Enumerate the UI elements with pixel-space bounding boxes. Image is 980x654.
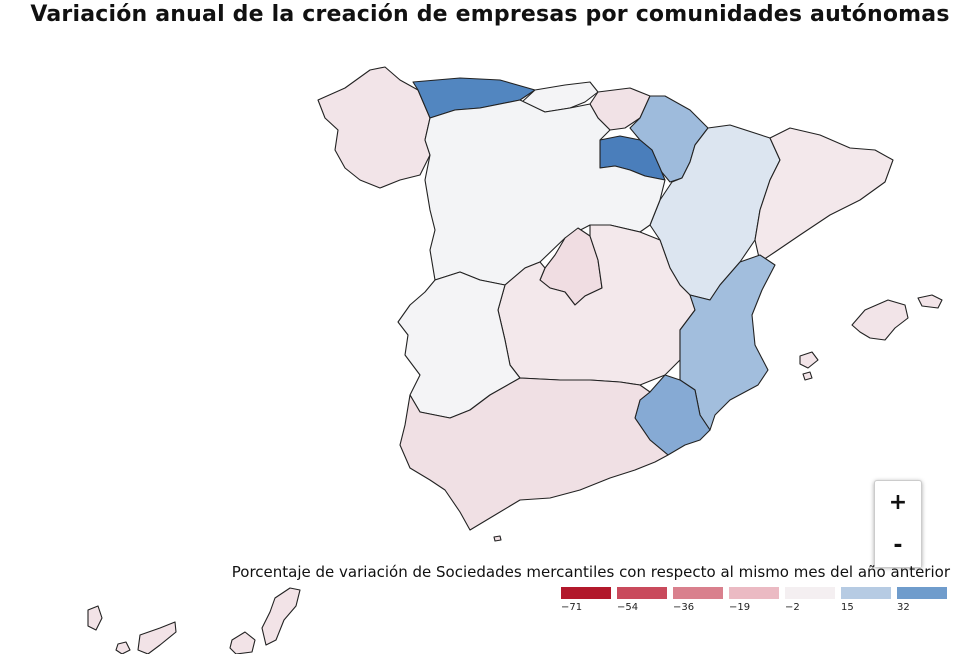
legend-label: −2 bbox=[785, 602, 800, 613]
region-andalucia[interactable] bbox=[399, 377, 669, 531]
region-canarias-tenerife[interactable] bbox=[137, 621, 177, 654]
color-legend: Porcentaje de variación de Sociedades me… bbox=[0, 555, 980, 654]
legend-label: −36 bbox=[673, 602, 695, 613]
legend-item: 32 bbox=[897, 587, 947, 613]
legend-swatch bbox=[841, 587, 891, 599]
legend-swatches: −71 −54 −36 −19 −2 15 32 bbox=[561, 587, 951, 627]
zoom-in-button[interactable]: + bbox=[888, 490, 908, 515]
region-islas-baleares-menorca[interactable] bbox=[917, 294, 943, 309]
zoom-control: + - bbox=[874, 480, 922, 567]
region-galicia[interactable] bbox=[317, 66, 431, 189]
legend-item: 15 bbox=[841, 587, 891, 613]
region-canarias-la-palma[interactable] bbox=[87, 605, 103, 631]
region-ceuta[interactable] bbox=[493, 535, 502, 542]
legend-item: −36 bbox=[673, 587, 723, 613]
legend-item: −54 bbox=[617, 587, 667, 613]
region-cataluna[interactable] bbox=[754, 127, 894, 263]
zoom-out-button[interactable]: - bbox=[893, 533, 903, 558]
region-islas-baleares-formentera[interactable] bbox=[802, 371, 813, 381]
legend-label: −54 bbox=[617, 602, 639, 613]
region-islas-baleares-ibiza[interactable] bbox=[799, 351, 819, 369]
legend-item: −2 bbox=[785, 587, 835, 613]
legend-swatch bbox=[561, 587, 611, 599]
legend-swatch bbox=[729, 587, 779, 599]
region-canarias-gran-canaria[interactable] bbox=[229, 631, 256, 654]
legend-swatch bbox=[673, 587, 723, 599]
legend-title: Porcentaje de variación de Sociedades me… bbox=[231, 563, 950, 581]
legend-label: −19 bbox=[729, 602, 751, 613]
legend-item: −19 bbox=[729, 587, 779, 613]
legend-item: −71 bbox=[561, 587, 611, 613]
legend-label: 32 bbox=[897, 602, 910, 613]
region-islas-baleares[interactable] bbox=[851, 299, 909, 341]
legend-label: 15 bbox=[841, 602, 854, 613]
map-title: Variación anual de la creación de empres… bbox=[30, 2, 950, 27]
legend-swatch bbox=[785, 587, 835, 599]
region-canarias[interactable] bbox=[261, 587, 301, 646]
legend-swatch bbox=[617, 587, 667, 599]
legend-label: −71 bbox=[561, 602, 583, 613]
region-canarias-gomera[interactable] bbox=[115, 641, 131, 654]
region-castilla-y-leon[interactable] bbox=[424, 99, 666, 286]
legend-swatch bbox=[897, 587, 947, 599]
